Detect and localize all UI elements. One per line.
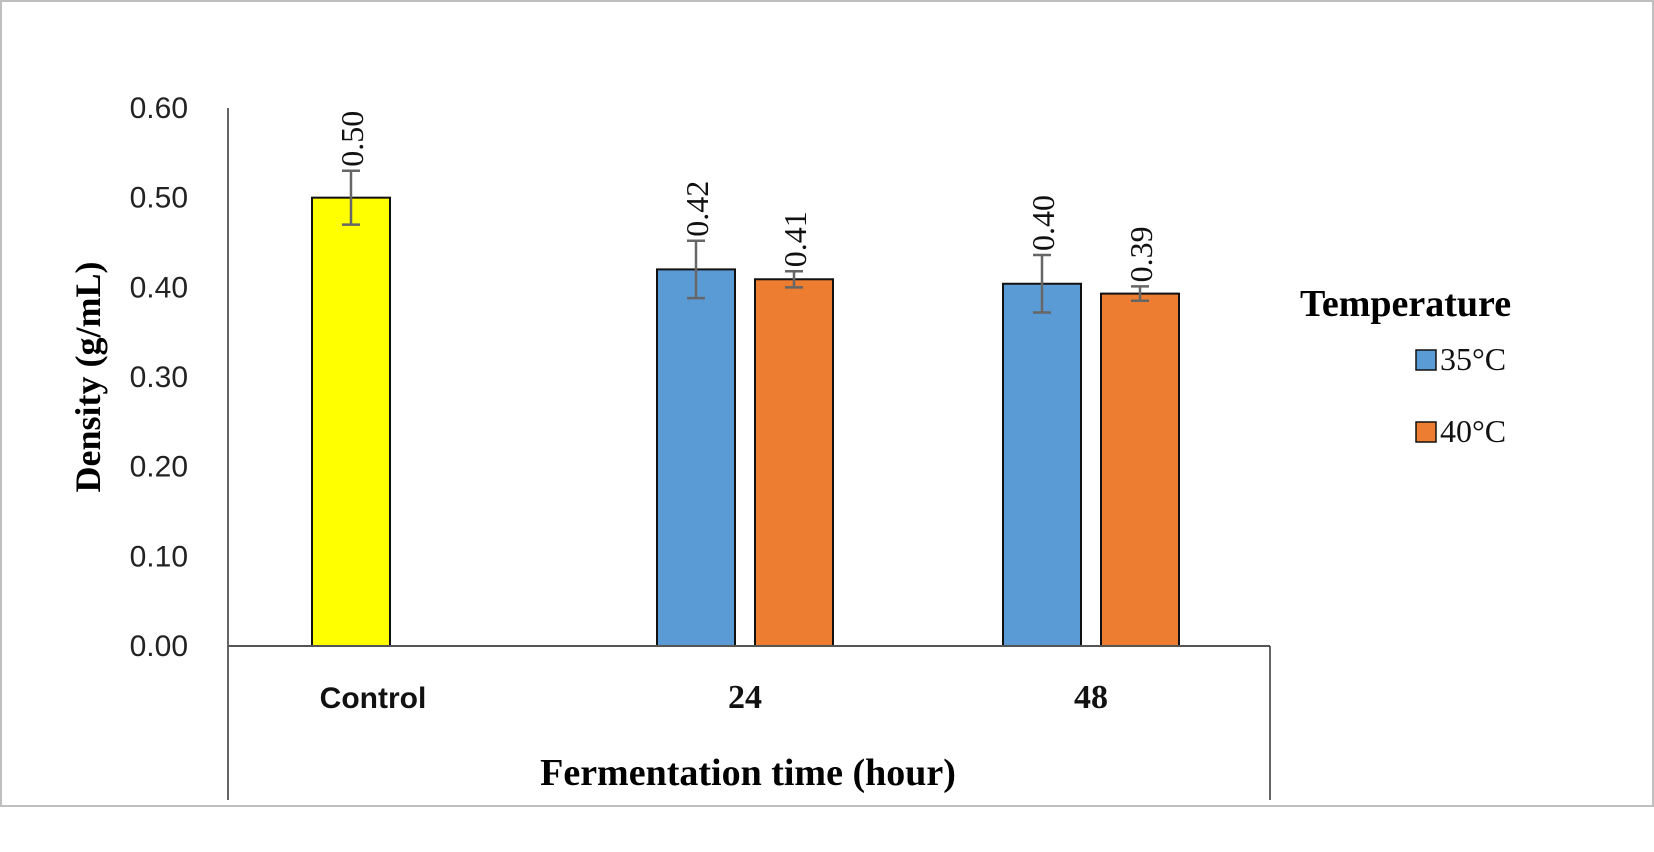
- data-label: 0.42: [679, 181, 715, 237]
- bar-24-40°C: [754, 278, 834, 647]
- x-tick-label: Control: [320, 682, 427, 715]
- y-tick-label: 0.40: [130, 271, 188, 304]
- bar-Control-Control: [311, 196, 391, 648]
- legend-label: 35°C: [1440, 341, 1506, 377]
- data-label: 0.50: [334, 111, 370, 167]
- legend-swatch: [1415, 421, 1437, 443]
- bar-48-35°C: [1002, 282, 1082, 647]
- x-axis-label: Fermentation time (hour): [540, 752, 956, 794]
- data-label: 0.39: [1123, 226, 1159, 282]
- x-tick-label: 24: [728, 679, 762, 716]
- data-label: 0.40: [1025, 195, 1061, 251]
- y-tick-label: 0.00: [130, 630, 188, 663]
- data-label: 0.41: [777, 211, 813, 267]
- bar-24-35°C: [656, 268, 736, 647]
- y-tick-label: 0.10: [130, 540, 188, 573]
- bar-48-40°C: [1100, 292, 1180, 647]
- y-axis-label: Density (g/mL): [68, 262, 108, 493]
- y-tick-label: 0.20: [130, 451, 188, 484]
- legend-title: Temperature: [1300, 283, 1511, 325]
- legend-label: 40°C: [1440, 413, 1506, 449]
- y-tick-label: 0.30: [130, 361, 188, 394]
- y-tick-label: 0.60: [130, 92, 188, 125]
- y-tick-label: 0.50: [130, 182, 188, 215]
- x-tick-label: 48: [1074, 679, 1108, 716]
- legend-swatch: [1415, 349, 1437, 371]
